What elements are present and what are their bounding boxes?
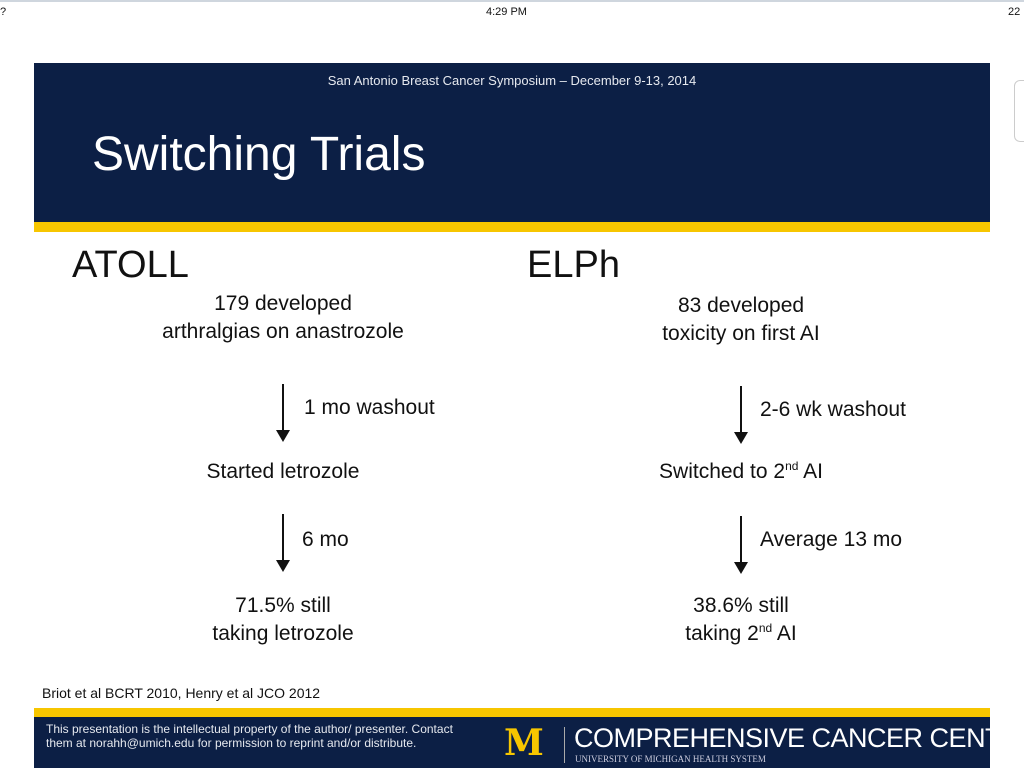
slide-header: San Antonio Breast Cancer Symposium – De…: [34, 63, 990, 222]
conference-name: San Antonio Breast Cancer Symposium – De…: [327, 73, 697, 88]
slide-footer: This presentation is the intellectual pr…: [34, 717, 1024, 768]
atoll-arrow1-label: 1 mo washout: [304, 396, 435, 419]
elph-step1: 83 developed toxicity on first AI: [591, 292, 891, 348]
elph-step1-line2: toxicity on first AI: [662, 322, 820, 345]
logo-divider: [564, 727, 565, 763]
elph-step3-line1: 38.6% still: [693, 594, 789, 617]
arrow-down-icon: [734, 516, 748, 574]
atoll-step1: 179 developed arthralgias on anastrozole: [133, 290, 433, 346]
text: AI: [798, 460, 823, 483]
arrow-down-icon: [276, 384, 290, 442]
atoll-step3-line1: 71.5% still: [235, 594, 331, 617]
header-stripe: [34, 222, 990, 232]
atoll-step1-line2: arthralgias on anastrozole: [162, 320, 404, 343]
elph-arrow1-label: 2-6 wk washout: [760, 398, 906, 421]
status-battery: 22: [1008, 6, 1021, 18]
text: Switched to 2: [659, 460, 786, 483]
legal-notice: This presentation is the intellectual pr…: [46, 722, 453, 750]
slide-title: Switching Trials: [92, 128, 426, 181]
superscript: nd: [785, 459, 799, 473]
text: taking 2: [685, 622, 759, 645]
arrow-down-icon: [276, 514, 290, 572]
citation: Briot et al BCRT 2010, Henry et al JCO 2…: [42, 685, 321, 701]
elph-heading: ELPh: [527, 244, 620, 286]
arrow-down-icon: [734, 386, 748, 444]
elph-arrow2-label: Average 13 mo: [760, 528, 903, 551]
text: AI: [772, 622, 797, 645]
atoll-heading: ATOLL: [72, 244, 189, 286]
elph-step2: Switched to 2nd AI: [591, 458, 891, 486]
atoll-step3-line2: taking letrozole: [212, 622, 354, 645]
atoll-step3: 71.5% still taking letrozole: [133, 592, 433, 648]
block-m-logo: M: [504, 722, 544, 764]
atoll-step2: Started letrozole: [206, 460, 360, 483]
atoll-step1-line1: 179 developed: [214, 292, 352, 315]
status-time: 4:29 PM: [486, 6, 527, 18]
footer-stripe: [34, 708, 990, 717]
elph-step3-line2: taking 2nd AI: [591, 620, 891, 648]
elph-step1-line1: 83 developed: [677, 294, 805, 317]
status-left: ?: [0, 6, 7, 18]
system-name: UNIVERSITY OF MICHIGAN HEALTH SYSTEM: [575, 754, 766, 764]
elph-step3: 38.6% still taking 2nd AI: [591, 592, 891, 648]
center-name: COMPREHENSIVE CANCER CENTER: [574, 723, 1024, 753]
next-slide-thumbnail[interactable]: [1014, 80, 1024, 142]
status-bar: ? 4:29 PM 22: [0, 0, 1024, 22]
superscript: nd: [758, 621, 773, 635]
atoll-arrow2-label: 6 mo: [302, 528, 349, 551]
